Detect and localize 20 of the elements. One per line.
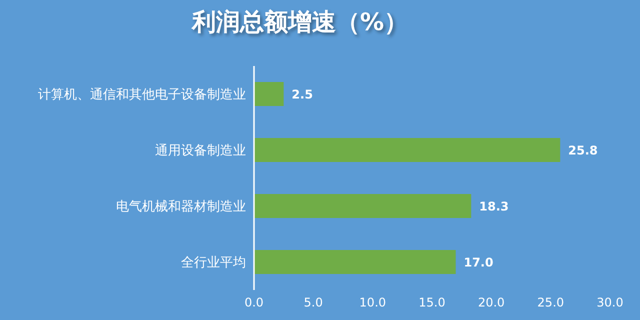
y-tick-label: 全行业平均 <box>181 256 246 271</box>
x-tick-label: 30.0 <box>596 296 624 310</box>
data-label: 17.0 <box>464 255 494 270</box>
y-tick-label: 电气机械和器材制造业 <box>116 200 246 215</box>
bar <box>254 250 456 274</box>
chart-title: 利润总额增速（%） <box>190 7 410 38</box>
data-label: 25.8 <box>568 143 598 158</box>
bar <box>254 194 472 218</box>
x-tick-label: 20.0 <box>478 296 505 310</box>
x-tick-label: 0.0 <box>244 296 264 310</box>
x-tick-label: 15.0 <box>418 296 446 310</box>
y-tick-label: 计算机、通信和其他电子设备制造业 <box>38 88 246 103</box>
x-tick-label: 25.0 <box>537 296 564 310</box>
data-label: 2.5 <box>292 87 313 102</box>
x-tick-label: 5.0 <box>304 296 323 310</box>
y-tick-label: 通用设备制造业 <box>155 144 246 159</box>
data-label: 18.3 <box>479 199 509 214</box>
bar <box>254 82 284 106</box>
x-tick-label: 10.0 <box>359 296 386 310</box>
bar <box>254 138 560 162</box>
